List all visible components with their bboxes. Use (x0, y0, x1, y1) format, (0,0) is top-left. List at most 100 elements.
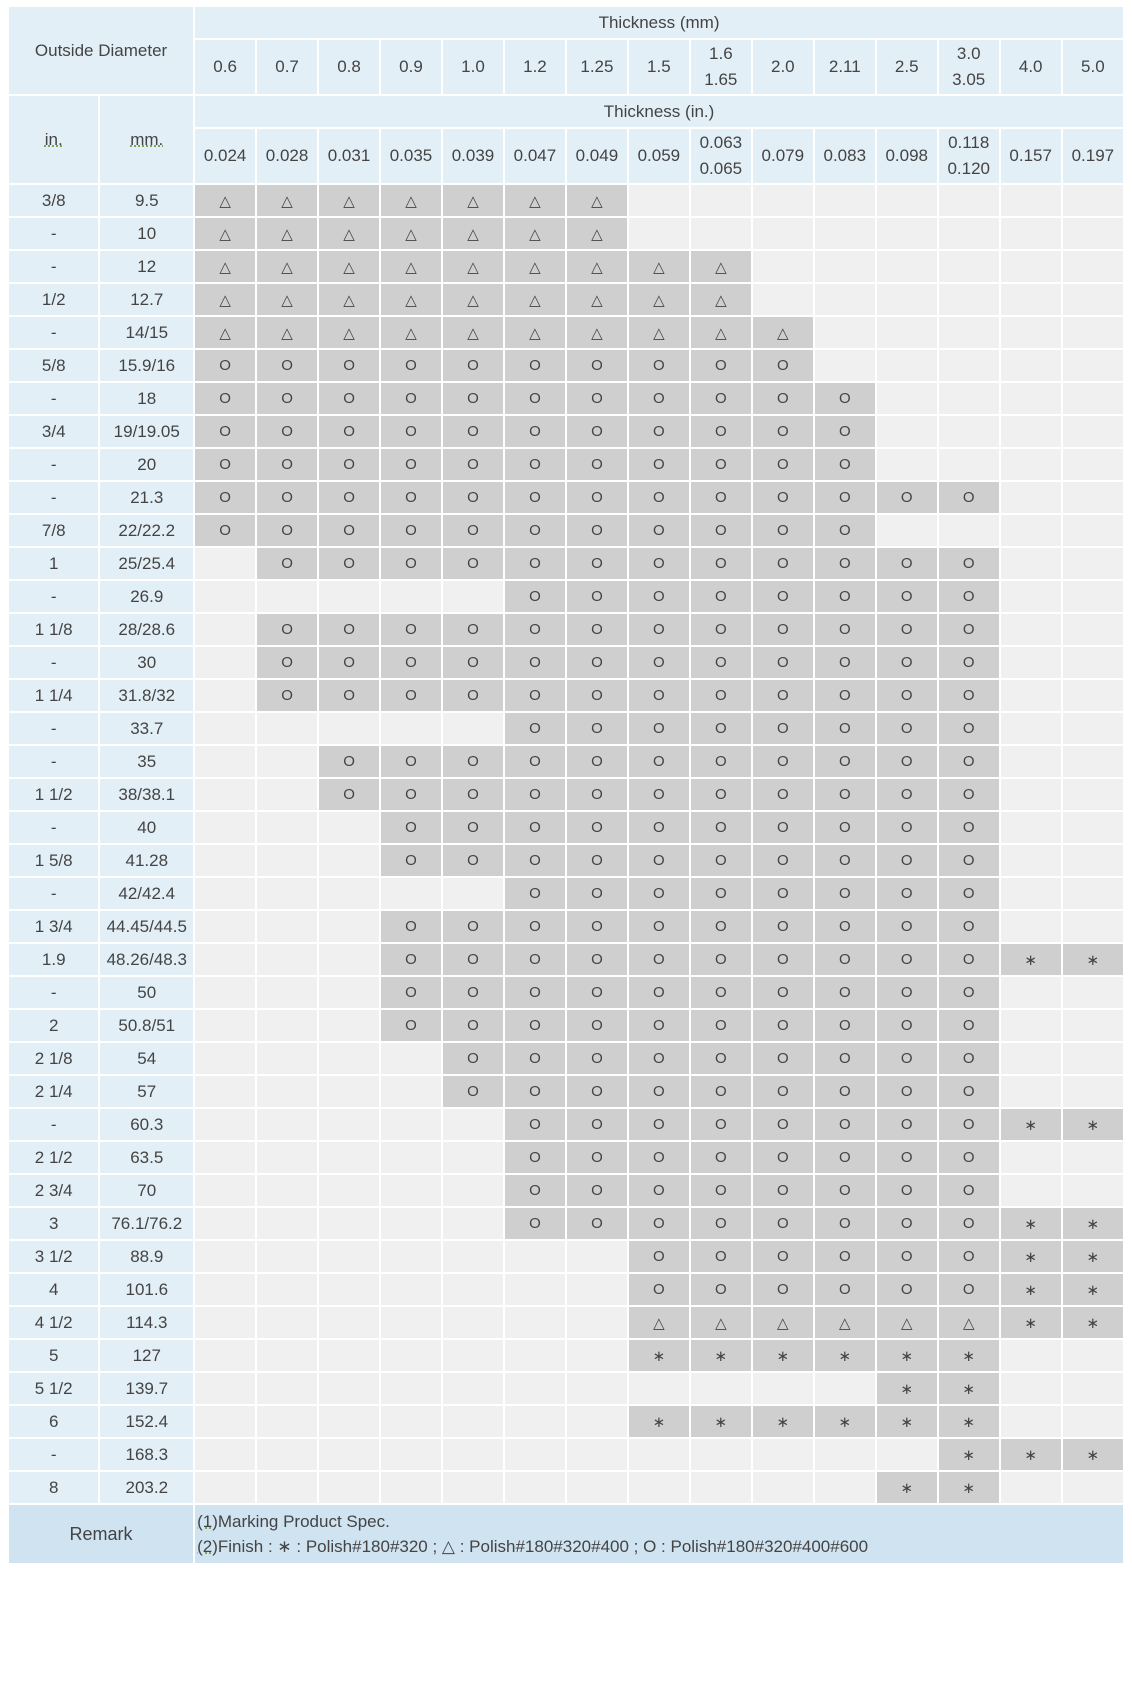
empty-cell (1000, 185, 1061, 216)
triangle-icon: △ (442, 185, 503, 216)
empty-cell (257, 1142, 318, 1173)
circle-icon: O (814, 1274, 875, 1305)
circle-icon: O (504, 779, 565, 810)
circle-icon: O (938, 614, 999, 645)
diameter-in: - (9, 878, 99, 909)
table-row: 5 1/2 139.7 ∗ ∗ (9, 1373, 1123, 1404)
diameter-mm: 25/25.4 (100, 548, 194, 579)
table-row: 3/8 9.5 △ △ △ △ △ △ △ (9, 185, 1123, 216)
thickness-mm-11: 2.5 (876, 40, 937, 94)
diameter-mm: 10 (100, 218, 194, 249)
diameter-in: 3/4 (9, 416, 99, 447)
asterisk-icon: ∗ (690, 1406, 751, 1437)
empty-cell (1062, 647, 1123, 678)
empty-cell (814, 350, 875, 381)
circle-icon: O (442, 779, 503, 810)
triangle-icon: △ (381, 185, 441, 216)
circle-icon: O (814, 944, 875, 975)
empty-cell (1000, 581, 1061, 612)
table-row: 2 1/8 54 O O O O O O O O O (9, 1043, 1123, 1074)
circle-icon: O (381, 977, 441, 1008)
empty-cell (1062, 317, 1123, 348)
circle-icon: O (938, 1109, 999, 1140)
empty-cell (814, 317, 875, 348)
circle-icon: O (814, 1241, 875, 1272)
circle-icon: O (938, 812, 999, 843)
triangle-icon: △ (690, 251, 751, 282)
diameter-mm: 60.3 (100, 1109, 194, 1140)
circle-icon: O (814, 713, 875, 744)
circle-icon: O (876, 977, 937, 1008)
empty-cell (195, 548, 256, 579)
circle-icon: O (566, 647, 627, 678)
circle-icon: O (876, 1274, 937, 1305)
empty-cell (319, 1109, 380, 1140)
thickness-mm-12: 3.0 3.05 (938, 40, 999, 94)
empty-cell (319, 1472, 380, 1503)
empty-cell (504, 1340, 565, 1371)
circle-icon: O (628, 581, 689, 612)
circle-icon: O (566, 1175, 627, 1206)
triangle-icon: △ (319, 251, 380, 282)
diameter-mm: 31.8/32 (100, 680, 194, 711)
circle-icon: O (628, 647, 689, 678)
thickness-mm-9: 2.0 (752, 40, 813, 94)
empty-cell (381, 1274, 441, 1305)
empty-cell (1062, 449, 1123, 480)
empty-cell (1000, 416, 1061, 447)
asterisk-icon: ∗ (1062, 1208, 1123, 1239)
circle-icon: O (628, 614, 689, 645)
empty-cell (876, 383, 937, 414)
circle-icon: O (752, 812, 813, 843)
diameter-in: - (9, 383, 99, 414)
empty-cell (752, 1373, 813, 1404)
diameter-mm: 28/28.6 (100, 614, 194, 645)
table-row: -21.3 O O O O O O O O O O O O O (9, 482, 1123, 513)
triangle-icon: △ (257, 251, 318, 282)
empty-cell (1062, 251, 1123, 282)
circle-icon: O (814, 1142, 875, 1173)
thickness-in-1: 0.028 (257, 129, 318, 183)
circle-icon: O (566, 1043, 627, 1074)
table-row: -40 O O O O O O O O O O (9, 812, 1123, 843)
circle-icon: O (504, 1175, 565, 1206)
empty-cell (257, 1439, 318, 1470)
triangle-icon: △ (319, 317, 380, 348)
circle-icon: O (938, 779, 999, 810)
table-row: 2 50.8/51 O O O O O O O O O O (9, 1010, 1123, 1041)
circle-icon: O (814, 1109, 875, 1140)
thickness-in-13: 0.157 (1000, 129, 1061, 183)
circle-icon: O (504, 449, 565, 480)
circle-icon: O (319, 614, 380, 645)
circle-icon: O (628, 449, 689, 480)
circle-icon: O (504, 878, 565, 909)
circle-icon: O (628, 977, 689, 1008)
diameter-mm: 63.5 (100, 1142, 194, 1173)
triangle-icon: △ (876, 1307, 937, 1338)
empty-cell (1000, 845, 1061, 876)
circle-icon: O (938, 713, 999, 744)
diameter-mm: 15.9/16 (100, 350, 194, 381)
circle-icon: O (257, 647, 318, 678)
circle-icon: O (814, 812, 875, 843)
empty-cell (628, 218, 689, 249)
empty-cell (1000, 878, 1061, 909)
empty-cell (938, 515, 999, 546)
circle-icon: O (876, 812, 937, 843)
triangle-icon: △ (195, 251, 256, 282)
empty-cell (1062, 1340, 1123, 1371)
empty-cell (319, 1439, 380, 1470)
empty-cell (1000, 515, 1061, 546)
remark-text: (1)Marking Product Spec. (2)Finish : ∗ :… (195, 1505, 1123, 1563)
circle-icon: O (690, 581, 751, 612)
empty-cell (876, 251, 937, 282)
circle-icon: O (876, 581, 937, 612)
remark-line-1: (1)Marking Product Spec. (197, 1512, 390, 1531)
circle-icon: O (566, 416, 627, 447)
circle-icon: O (752, 1208, 813, 1239)
thickness-in-2: 0.031 (319, 129, 380, 183)
empty-cell (1000, 779, 1061, 810)
empty-cell (195, 944, 256, 975)
empty-cell (1000, 218, 1061, 249)
circle-icon: O (442, 944, 503, 975)
